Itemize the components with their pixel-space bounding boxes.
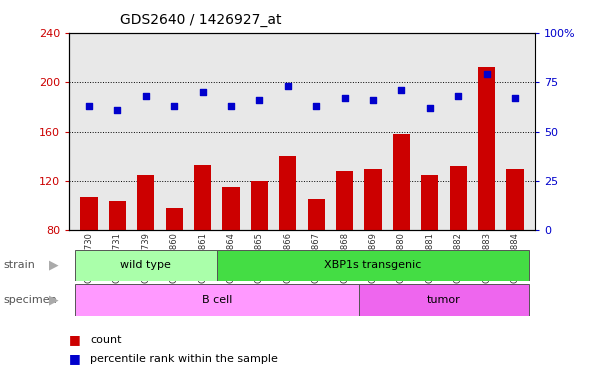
Bar [336, 171, 353, 230]
Text: GDS2640 / 1426927_at: GDS2640 / 1426927_at [120, 13, 282, 27]
Text: tumor: tumor [427, 295, 461, 305]
Bar [137, 175, 154, 230]
Point [482, 71, 492, 77]
Bar [109, 201, 126, 230]
Text: XBP1s transgenic: XBP1s transgenic [325, 260, 422, 270]
Point [425, 105, 435, 111]
Bar [450, 166, 467, 230]
Point [283, 83, 293, 89]
Text: B cell: B cell [201, 295, 232, 305]
Bar [75, 250, 217, 281]
Text: ■: ■ [69, 353, 81, 366]
Point [226, 103, 236, 109]
Bar [251, 181, 268, 230]
Point [84, 103, 94, 109]
Point [141, 93, 151, 99]
Bar [393, 134, 410, 230]
Text: ▶: ▶ [49, 259, 59, 272]
Bar [478, 67, 495, 230]
Bar [507, 169, 523, 230]
Bar [166, 208, 183, 230]
Bar [81, 197, 97, 230]
Text: strain: strain [3, 260, 35, 270]
Bar [364, 169, 382, 230]
Point [198, 89, 207, 95]
Bar [421, 175, 438, 230]
Point [340, 95, 349, 101]
Point [255, 97, 264, 103]
Text: percentile rank within the sample: percentile rank within the sample [90, 354, 278, 364]
Point [112, 107, 122, 113]
Bar [308, 200, 325, 230]
Bar [217, 250, 529, 281]
Point [368, 97, 378, 103]
Point [510, 95, 520, 101]
Text: specimen: specimen [3, 295, 56, 305]
Text: ▶: ▶ [49, 293, 59, 306]
Bar [194, 165, 211, 230]
Text: wild type: wild type [120, 260, 171, 270]
Bar [222, 187, 240, 230]
Bar [75, 284, 359, 316]
Point [397, 87, 406, 93]
Bar [279, 156, 296, 230]
Point [169, 103, 179, 109]
Text: count: count [90, 335, 121, 345]
Text: ■: ■ [69, 333, 81, 346]
Point [453, 93, 463, 99]
Point [311, 103, 321, 109]
Bar [359, 284, 529, 316]
